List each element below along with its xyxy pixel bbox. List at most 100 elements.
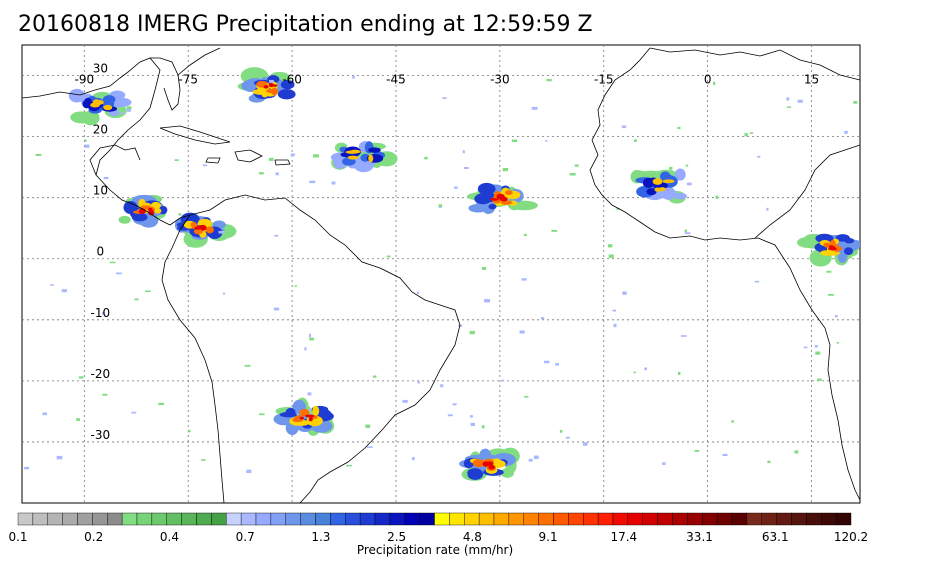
- precip-speck: [481, 425, 485, 429]
- precip-cell: [252, 88, 269, 95]
- precip-speck: [612, 309, 617, 312]
- colorbar-tick-label: 2.5: [387, 530, 406, 544]
- coastline-hispaniola: [234, 149, 263, 163]
- precip-cell: [646, 188, 657, 196]
- colorbar-swatches: [17, 512, 852, 526]
- colorbar-title: Precipitation rate (mm/hr): [356, 543, 514, 557]
- precip-speck: [559, 429, 563, 433]
- precip-speck: [50, 284, 55, 286]
- precip-speck: [803, 346, 808, 349]
- graticule: [22, 45, 860, 503]
- precip-speck: [309, 180, 316, 184]
- precip-cell: [368, 154, 374, 163]
- colorbar-swatch: [92, 512, 108, 526]
- colorbar-swatch: [583, 512, 599, 526]
- precip-cell: [266, 89, 279, 94]
- colorbar-swatch: [627, 512, 643, 526]
- colorbar-swatch: [597, 512, 614, 526]
- precip-speck: [836, 342, 839, 344]
- precip-speck: [345, 464, 352, 467]
- precip-speck: [500, 379, 505, 382]
- precip-speck: [440, 384, 444, 388]
- colorbar-tick-label: 0.2: [84, 530, 103, 544]
- colorbar-swatch: [464, 512, 480, 526]
- precip-speck: [582, 442, 588, 446]
- precip-speck: [275, 172, 279, 176]
- precip-speck: [269, 79, 274, 83]
- colorbar-swatch: [404, 512, 420, 526]
- colorbar-swatch: [672, 512, 688, 526]
- precip-speck: [417, 380, 420, 384]
- colorbar-swatch: [136, 512, 153, 526]
- precip-cell: [299, 416, 304, 420]
- colorbar-swatch: [449, 512, 465, 526]
- precip-cell: [467, 468, 484, 480]
- precip-cell: [823, 242, 831, 248]
- precip-speck: [290, 153, 295, 157]
- colorbar-swatch: [47, 512, 63, 526]
- precip-speck: [103, 176, 109, 180]
- precip-speck: [174, 159, 179, 161]
- colorbar-swatch: [196, 512, 212, 526]
- precip-speck: [686, 182, 692, 186]
- precip-speck: [78, 376, 84, 379]
- precip-speck: [365, 424, 371, 428]
- colorbar-swatch: [776, 512, 792, 526]
- colorbar-swatch: [330, 512, 346, 526]
- colorbar-tick-label: 4.8: [463, 530, 482, 544]
- precip-speck: [644, 367, 648, 371]
- precip-cell: [654, 187, 661, 192]
- precip-speck: [462, 150, 465, 154]
- colorbar-swatch: [77, 512, 93, 526]
- precip-speck: [268, 157, 274, 161]
- colorbar-swatch: [359, 512, 376, 526]
- map-title: 20160818 IMERG Precipitation ending at 1…: [18, 12, 593, 37]
- precip-speck: [294, 285, 297, 287]
- map-frame: [21, 44, 861, 504]
- colorbar-swatch: [17, 512, 34, 526]
- lon-tick-label: -75: [178, 73, 198, 87]
- colorbar-tick-label: 0.4: [160, 530, 179, 544]
- precip-speck: [521, 278, 527, 281]
- precip-cell: [268, 82, 274, 88]
- colorbar-swatch: [493, 512, 510, 526]
- colorbar-swatch: [806, 512, 822, 526]
- precip-cell: [103, 104, 113, 111]
- precip-speck: [352, 76, 355, 79]
- lat-tick-label: -20: [91, 367, 111, 381]
- precip-speck: [201, 459, 206, 461]
- precip-speck: [442, 97, 447, 99]
- precip-cell: [261, 81, 268, 85]
- precip-speck: [218, 230, 225, 234]
- precip-speck: [677, 371, 681, 375]
- precip-cell: [488, 464, 495, 470]
- precip-cell: [82, 110, 100, 126]
- precip-speck: [608, 254, 614, 258]
- precip-speck: [61, 289, 67, 293]
- precip-speck: [633, 139, 637, 142]
- lat-tick-label: -30: [91, 428, 111, 442]
- precip-cell: [90, 102, 100, 108]
- precip-speck: [731, 420, 735, 423]
- precip-speck: [523, 233, 527, 237]
- precip-speck: [844, 130, 848, 134]
- colorbar-swatch: [568, 512, 584, 526]
- colorbar-swatch: [791, 512, 807, 526]
- coastline-gulf-of-guinea: [754, 144, 860, 239]
- colorbar-swatch: [523, 512, 539, 526]
- coastline-mediterranean: [649, 47, 860, 81]
- colorbar-tick-label: 33.1: [686, 530, 713, 544]
- precip-speck: [817, 378, 822, 382]
- precip-cell: [294, 415, 304, 422]
- colorbar-tick-label: 63.1: [762, 530, 789, 544]
- precip-speck: [540, 317, 545, 320]
- colorbar-swatch: [62, 512, 78, 526]
- precip-speck: [613, 323, 617, 328]
- precip-speck: [815, 351, 821, 355]
- colorbar-tick-label: 0.7: [236, 530, 255, 544]
- precip-speck: [24, 466, 30, 470]
- precip-cell: [659, 171, 671, 182]
- precip-cell: [150, 201, 162, 209]
